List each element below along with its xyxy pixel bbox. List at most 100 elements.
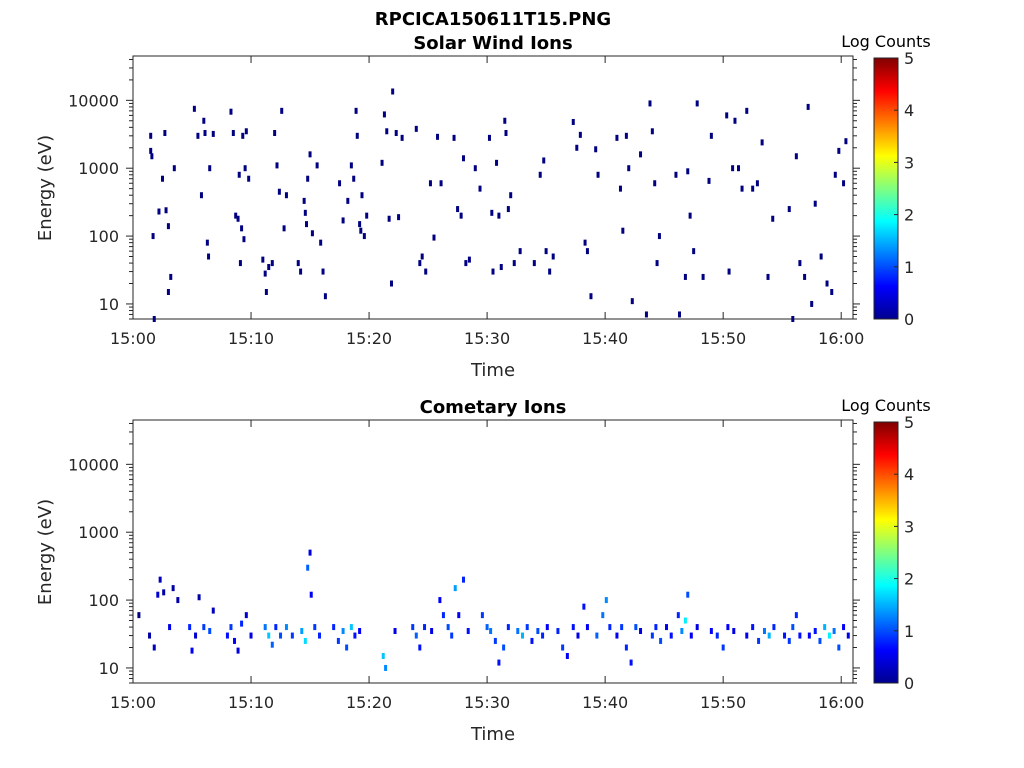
data-cell (264, 288, 268, 295)
data-cell (480, 612, 484, 619)
data-cell (277, 188, 281, 195)
data-cell (585, 624, 589, 631)
data-cell (211, 607, 215, 614)
data-cell (236, 647, 240, 654)
data-cell (478, 185, 482, 192)
x-tick-label: 15:30 (464, 329, 510, 348)
data-cell (203, 130, 207, 137)
data-cell (827, 632, 831, 639)
data-cell (162, 589, 166, 596)
data-cell (837, 644, 841, 651)
data-cell (305, 221, 309, 228)
data-cell (707, 177, 711, 184)
data-cell (680, 628, 684, 635)
data-cell (615, 632, 619, 639)
data-cell (499, 264, 503, 271)
colorbar-tick-label: 2 (904, 206, 914, 225)
colorbar-label: Log Counts (841, 396, 931, 415)
data-cell (630, 298, 634, 305)
data-cell (341, 628, 345, 635)
data-cell (726, 624, 730, 631)
data-cell (837, 147, 841, 154)
data-cell (709, 628, 713, 635)
x-tick-label: 15:10 (228, 329, 274, 348)
data-cell (755, 180, 759, 187)
data-cell (164, 207, 168, 214)
data-cell (732, 628, 736, 635)
data-cell (171, 585, 175, 592)
data-cell (211, 130, 215, 137)
data-cell (317, 632, 321, 639)
data-cell (282, 225, 286, 232)
data-cell (247, 175, 251, 182)
data-cell (608, 624, 612, 631)
data-cell (394, 130, 398, 137)
data-cell (238, 260, 242, 267)
data-cell (491, 268, 495, 275)
data-cell (229, 624, 233, 631)
data-cell (205, 239, 209, 246)
data-cell (832, 628, 836, 635)
data-cell (760, 139, 764, 146)
data-cell (783, 632, 787, 639)
data-cell (538, 171, 542, 178)
data-cell (362, 233, 366, 240)
data-cell (158, 576, 162, 583)
y-axis-ticks: 10 100 1000 10000 (68, 58, 860, 320)
data-cell (303, 637, 307, 644)
data-cell (725, 112, 729, 119)
data-cell (321, 268, 325, 275)
data-cell (441, 612, 445, 619)
data-cell (721, 644, 725, 651)
data-cell (516, 628, 520, 635)
data-cell (639, 151, 643, 158)
data-cell (695, 100, 699, 107)
data-cell (190, 647, 194, 654)
data-cell (236, 215, 240, 222)
data-cell (594, 146, 598, 153)
x-tick-label: 15:20 (346, 693, 392, 712)
data-cell (284, 192, 288, 199)
data-cell (536, 628, 540, 635)
data-cell (490, 209, 494, 216)
data-cell (585, 248, 589, 255)
y-tick-label: 10000 (68, 91, 119, 110)
data-cell (544, 248, 548, 255)
data-cell (152, 644, 156, 651)
data-cell (150, 153, 154, 160)
data-cell (296, 260, 300, 267)
data-cell (385, 128, 389, 135)
data-cell (686, 591, 690, 598)
data-cell (842, 180, 846, 187)
data-cell (303, 209, 307, 216)
data-cell (556, 628, 560, 635)
y-tick-label: 10000 (68, 455, 119, 474)
colorbar (873, 57, 899, 320)
data-cell (846, 632, 850, 639)
data-cell (767, 632, 771, 639)
colorbar-tick-label: 3 (904, 517, 914, 536)
data-cell (290, 632, 294, 639)
data-cell (261, 256, 265, 263)
data-cell (618, 185, 622, 192)
data-cell (578, 131, 582, 138)
data-cell (309, 591, 313, 598)
x-tick-label: 15:40 (582, 329, 628, 348)
data-cell (306, 564, 310, 571)
panel-title: Cometary Ions (420, 397, 567, 418)
data-cell (629, 659, 633, 666)
data-cells (137, 549, 850, 671)
data-cell (813, 200, 817, 207)
data-cell (596, 171, 600, 178)
data-cell (709, 132, 713, 139)
data-cell (280, 107, 284, 114)
data-cell (244, 128, 248, 135)
x-tick-label: 15:20 (346, 329, 392, 348)
data-cell (336, 637, 340, 644)
data-cell (308, 151, 312, 158)
data-cell (665, 624, 669, 631)
data-cell (551, 253, 555, 260)
data-cell (701, 273, 705, 280)
data-cell (306, 175, 310, 182)
data-cell (794, 153, 798, 160)
